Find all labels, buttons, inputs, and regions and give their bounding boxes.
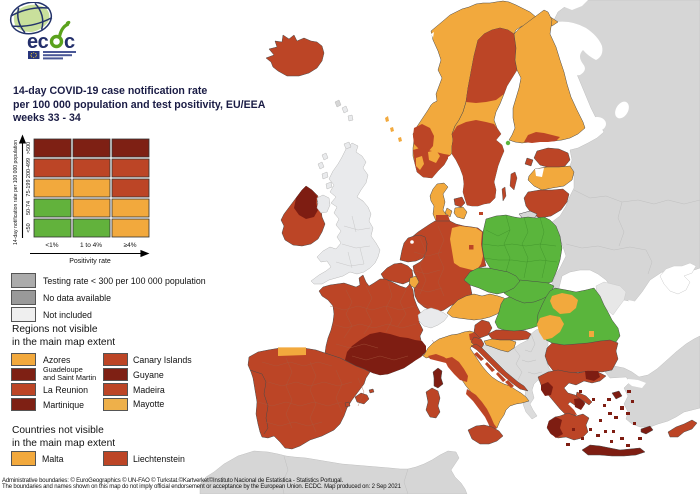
svg-text:50-74: 50-74 (26, 201, 32, 215)
svg-text:<1%: <1% (45, 242, 58, 249)
svg-text:75-199: 75-199 (26, 179, 32, 196)
svg-text:≥4%: ≥4% (124, 242, 137, 249)
svg-text:200-499: 200-499 (26, 158, 32, 178)
svg-text:1 to 4%: 1 to 4% (80, 242, 102, 249)
svg-text:>500: >500 (26, 142, 32, 154)
svg-text:ec: ec (27, 31, 49, 53)
svg-text:14-day notification rate per 1: 14-day notification rate per 100 000 pop… (13, 140, 19, 245)
svg-text:c: c (64, 31, 75, 53)
svg-text:<50: <50 (26, 223, 32, 232)
svg-text:Positivity rate: Positivity rate (69, 258, 111, 265)
